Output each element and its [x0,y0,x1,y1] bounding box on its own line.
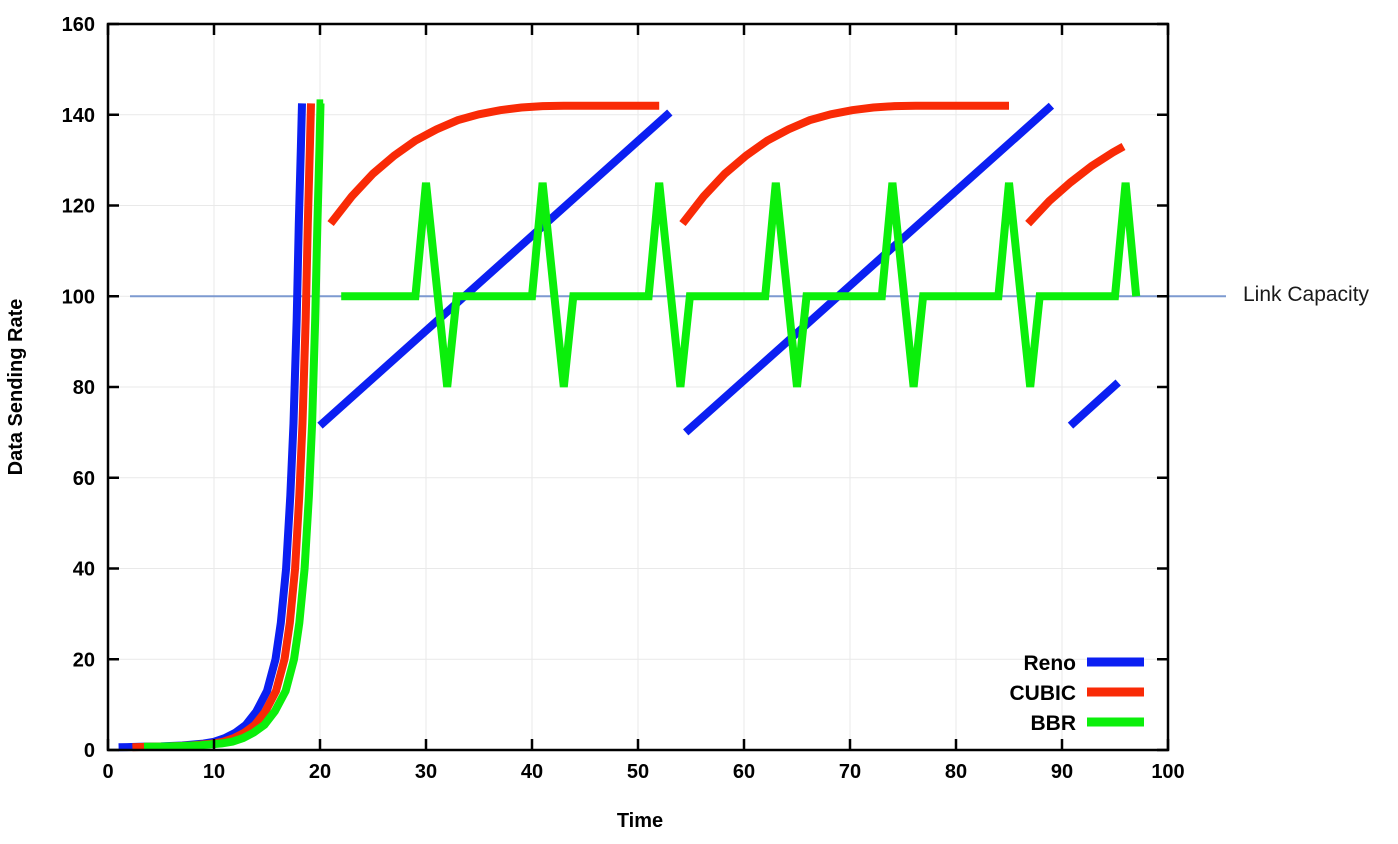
series-reno [683,102,1055,436]
y-tick-label: 80 [73,377,95,399]
y-tick-label: 40 [73,559,95,581]
series-reno [118,103,306,752]
series-bbr [341,182,1141,388]
x-tick-label: 90 [1051,761,1073,783]
series-cubic [1025,143,1126,227]
series-cubic [132,103,315,752]
x-tick-label: 40 [521,761,543,783]
y-tick-label: 120 [62,196,95,218]
legend-label-cubic: CUBIC [1010,682,1077,705]
series-cubic [679,101,1009,227]
x-tick-label: 100 [1151,761,1184,783]
y-axis-title: Data Sending Rate [5,299,27,476]
x-tick-label: 60 [733,761,755,783]
y-tick-label: 60 [73,468,95,490]
x-tick-label: 70 [839,761,861,783]
x-tick-label: 80 [945,761,967,783]
legend: Reno CUBIC BBR [1010,652,1144,735]
series-reno [317,109,673,429]
legend-label-bbr: BBR [1031,712,1077,735]
y-tick-label: 0 [84,740,95,762]
y-tick-label: 20 [73,649,95,671]
link-capacity-label: Link Capacity [1243,283,1370,306]
series-bbr [143,99,325,751]
x-tick-label: 10 [203,761,225,783]
x-tick-label: 30 [415,761,437,783]
x-tick-label: 0 [102,761,113,783]
legend-label-reno: Reno [1024,652,1077,675]
x-tick-label: 20 [309,761,331,783]
x-axis-title: Time [617,810,663,832]
series-cubic [327,101,660,227]
x-tick-label: 50 [627,761,649,783]
y-tick-label: 100 [62,286,95,308]
y-tick-label: 140 [62,105,95,127]
y-tick-label: 160 [62,14,95,36]
series-reno [1067,379,1121,429]
